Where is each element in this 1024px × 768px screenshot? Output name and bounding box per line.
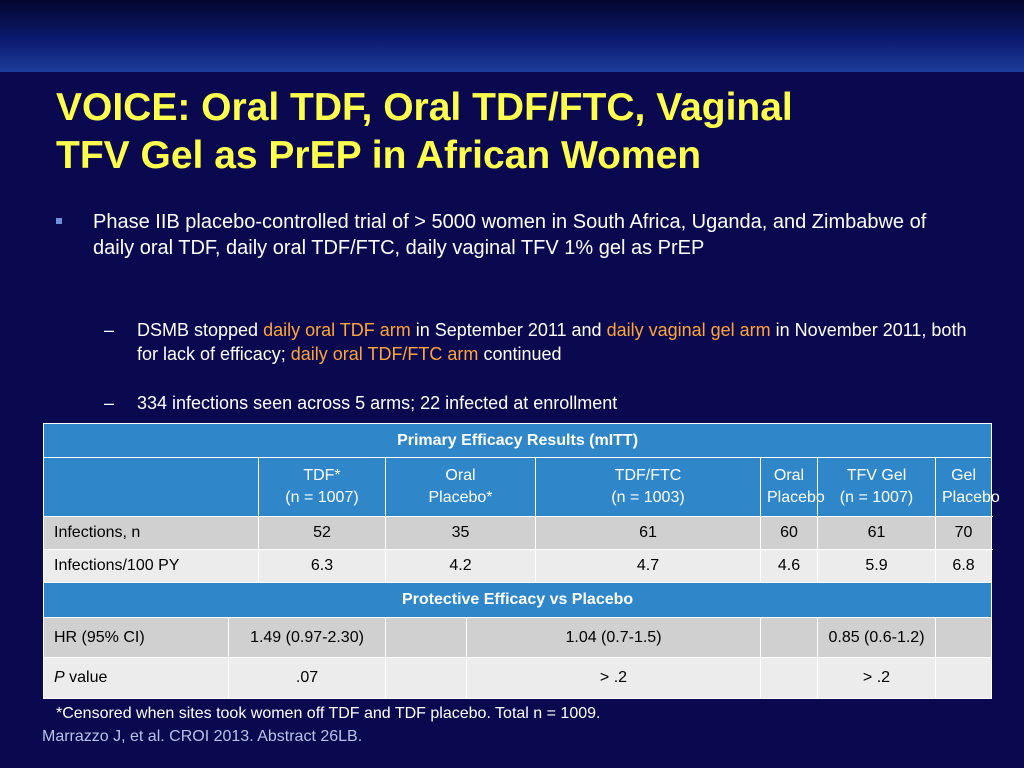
square-bullet-icon: [56, 218, 62, 224]
table-cell-empty: [385, 657, 467, 699]
section-header-row: Primary Efficacy Results (mITT): [42, 423, 993, 458]
table-cell: 61: [535, 516, 761, 550]
text-run: in September 2011 and: [410, 320, 607, 340]
column-header-oral-placebo: Oral Placebo: [760, 457, 825, 517]
table-cell: 52: [258, 516, 386, 550]
section-header-row: Protective Efficacy vs Placebo: [42, 582, 993, 618]
title-line-1: VOICE: Oral TDF, Oral TDF/FTC, Vaginal: [56, 86, 793, 129]
p-italic: P: [54, 669, 65, 686]
efficacy-table: Primary Efficacy Results (mITT) TDF* (n =…: [42, 423, 1000, 699]
sub-bullet-dsmb-text: DSMB stopped daily oral TDF arm in Septe…: [137, 318, 984, 366]
table-cell-empty: [385, 617, 467, 658]
table-cell: 4.6: [760, 549, 818, 583]
header-line: (n = 1007): [285, 489, 359, 506]
table-cell: 1.49 (0.97-2.30): [228, 617, 386, 658]
table-cell-empty: [760, 657, 818, 699]
table-cell: 0.85 (0.6-1.2): [817, 617, 936, 658]
table-row: Infections/100 PY 6.3 4.2 4.7 4.6 5.9 6.…: [43, 549, 993, 583]
header-line: Placebo: [942, 489, 1000, 506]
table-cell: 35: [385, 516, 536, 550]
table-row: Infections, n 52 35 61 60 61 70: [43, 516, 993, 550]
dash-icon: –: [104, 393, 115, 413]
row-label: Infections, n: [43, 516, 259, 550]
highlight-gel-arm: daily vaginal gel arm: [606, 320, 771, 340]
sub-bullet-infections-text: 334 infections seen across 5 arms; 22 in…: [137, 393, 618, 413]
header-line: Placebo: [767, 489, 825, 506]
section-title-primary: Primary Efficacy Results (mITT): [42, 423, 993, 458]
table-cell: 1.04 (0.7-1.5): [466, 617, 761, 658]
sub-bullet-infections: – 334 infections seen across 5 arms; 22 …: [104, 391, 984, 415]
highlight-tdf-ftc-arm: daily oral TDF/FTC arm: [290, 344, 479, 364]
column-header-tdf-ftc: TDF/FTC (n = 1003): [535, 457, 761, 517]
row-label: P value: [43, 657, 229, 699]
table-cell: 5.9: [817, 549, 936, 583]
column-header-oral-placebo-tdf: Oral Placebo*: [385, 457, 536, 517]
section-title-protective: Protective Efficacy vs Placebo: [42, 582, 993, 618]
header-line: Oral: [445, 467, 476, 484]
table-cell: 61: [817, 516, 936, 550]
header-line: Gel: [951, 467, 976, 484]
table-cell: 70: [934, 516, 993, 550]
table-cell: 4.7: [535, 549, 761, 583]
label-rest: value: [64, 669, 108, 686]
text-run: continued: [478, 344, 562, 364]
text-run: DSMB stopped: [137, 320, 264, 340]
table-cell: .07: [228, 657, 386, 699]
row-label: Infections/100 PY: [43, 549, 259, 583]
column-header-gel-placebo: Gel Placebo: [934, 457, 1000, 517]
header-empty-cell: [43, 457, 259, 517]
sub-bullet-dsmb: – DSMB stopped daily oral TDF arm in Sep…: [104, 318, 984, 366]
table-row: P value .07 > .2 > .2: [43, 657, 993, 699]
table-cell: > .2: [466, 657, 761, 699]
table-cell: 6.8: [934, 549, 993, 583]
highlight-tdf-arm: daily oral TDF arm: [263, 320, 411, 340]
title-line-2: TFV Gel as PrEP in African Women: [56, 134, 702, 177]
header-line: TFV Gel: [846, 467, 907, 484]
main-bullet-text: Phase IIB placebo-controlled trial of > …: [93, 211, 927, 259]
footnote: *Censored when sites took women off TDF …: [56, 705, 601, 722]
table-cell: 60: [760, 516, 818, 550]
citation: Marrazzo J, et al. CROI 2013. Abstract 2…: [42, 728, 363, 745]
table-row: HR (95% CI) 1.49 (0.97-2.30) 1.04 (0.7-1…: [43, 617, 993, 658]
header-line: (n = 1003): [611, 489, 685, 506]
slide-title: VOICE: Oral TDF, Oral TDF/FTC, Vaginal T…: [56, 84, 996, 180]
header-line: TDF/FTC: [614, 467, 682, 484]
header-band: [0, 0, 1024, 72]
header-line: Placebo*: [428, 489, 493, 506]
header-line: TDF*: [303, 467, 341, 484]
table-cell-empty: [934, 617, 993, 658]
table-cell-empty: [934, 657, 993, 699]
text-run: in November 2011, both for lack of effic…: [137, 320, 967, 364]
dash-icon: –: [104, 320, 115, 340]
table-cell: > .2: [817, 657, 936, 699]
column-header-row: TDF* (n = 1007) Oral Placebo* TDF/FTC (n = …: [43, 457, 1000, 517]
column-header-tdf: TDF* (n = 1007): [258, 457, 386, 517]
main-bullet: Phase IIB placebo-controlled trial of > …: [56, 209, 966, 261]
column-header-tfv-gel: TFV Gel (n = 1007): [817, 457, 936, 517]
header-line: (n = 1007): [839, 489, 914, 506]
row-label: HR (95% CI): [43, 617, 229, 658]
table-cell: 6.3: [258, 549, 386, 583]
table-cell: 4.2: [385, 549, 536, 583]
table-cell-empty: [760, 617, 818, 658]
header-line: Oral: [773, 467, 805, 484]
